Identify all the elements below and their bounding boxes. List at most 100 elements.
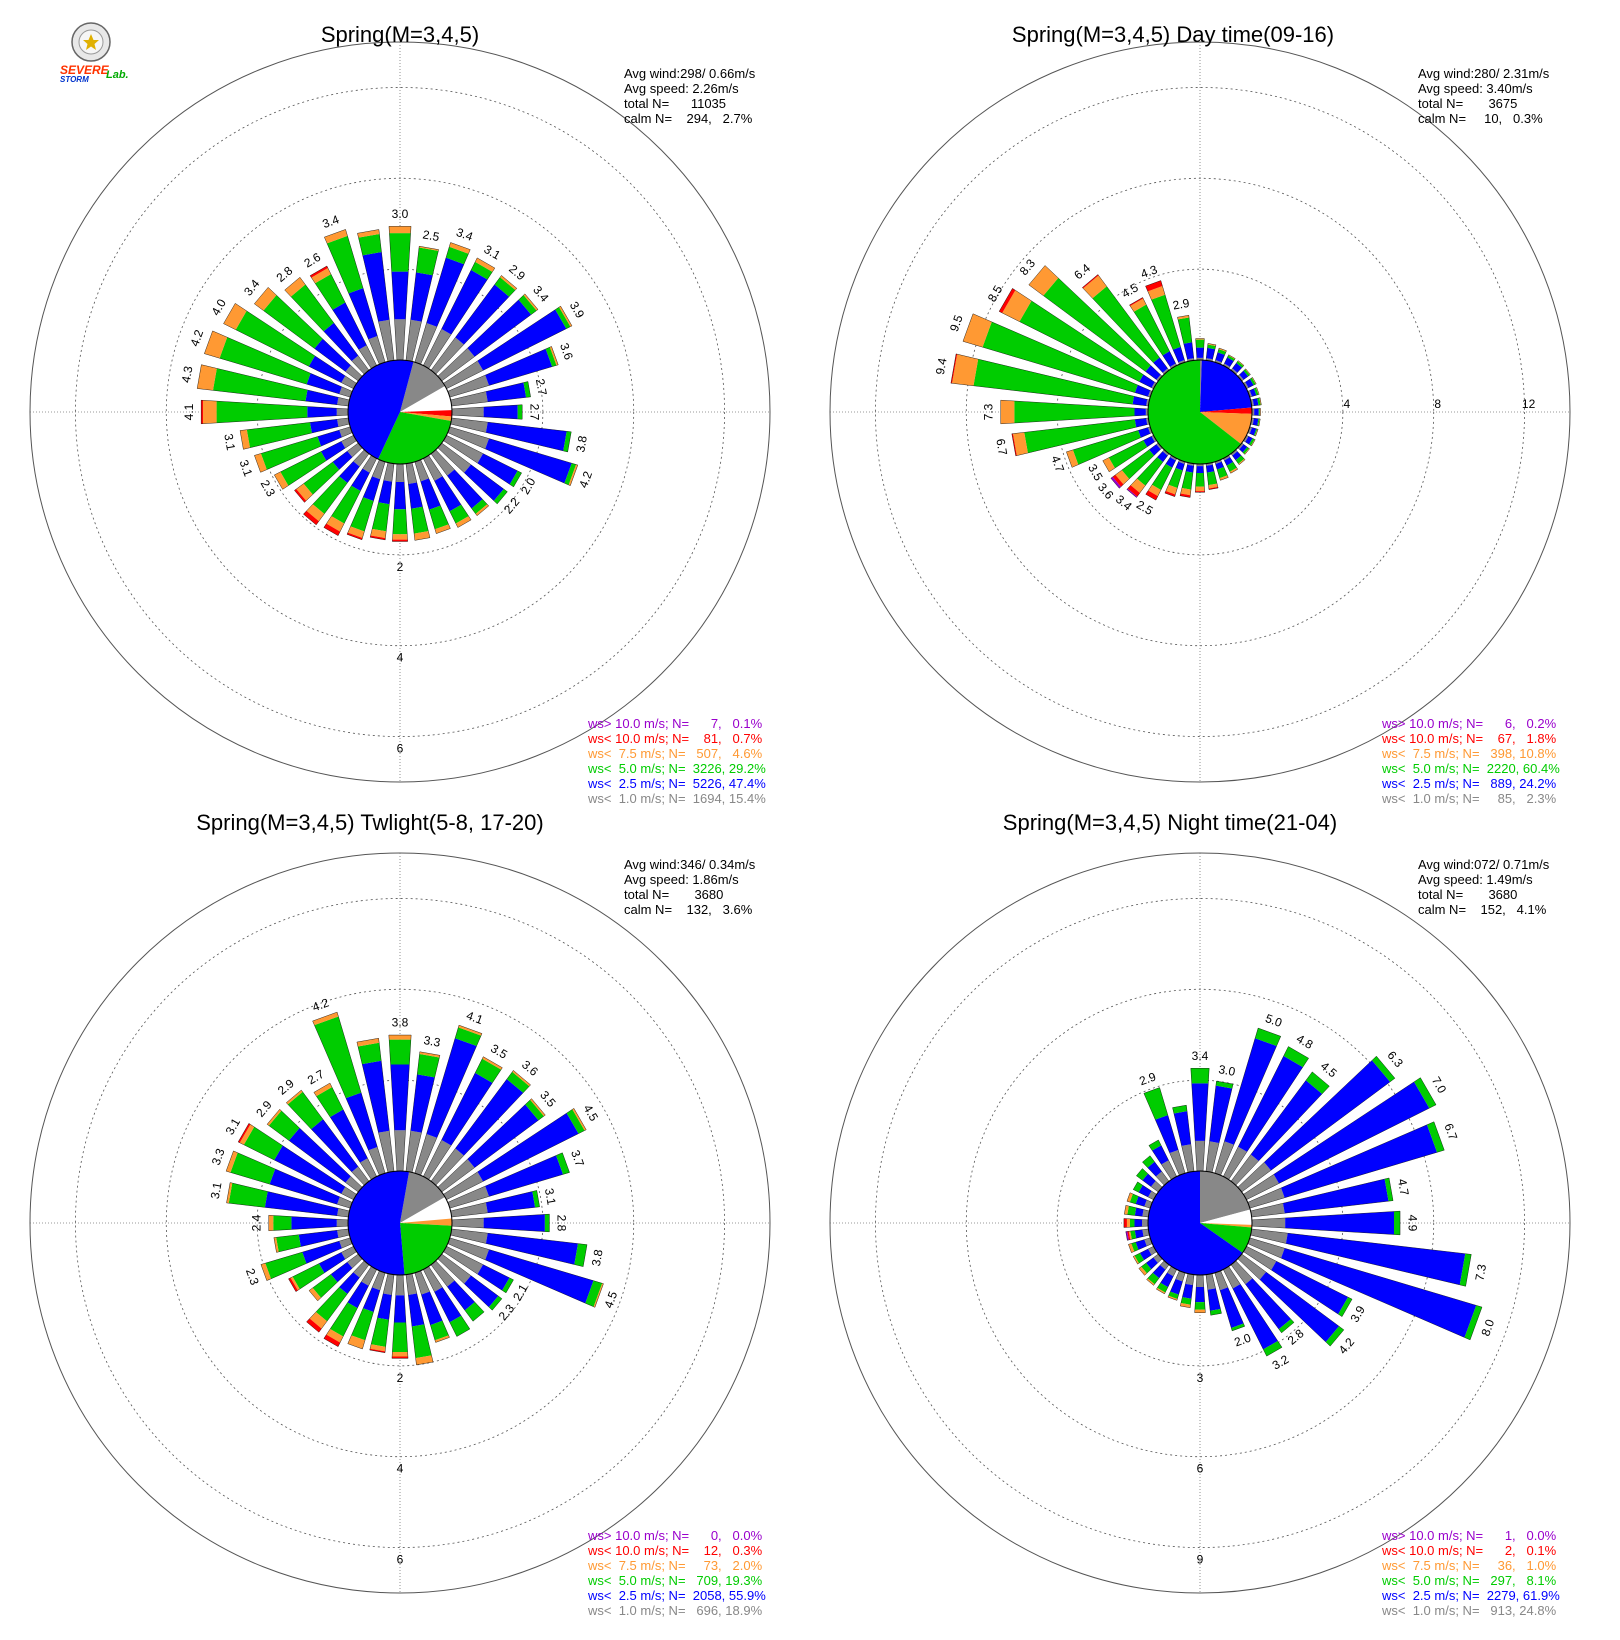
rose-bar-segment	[485, 422, 567, 451]
rose-bar-segment	[1115, 470, 1130, 485]
rose-bar-segment	[1245, 436, 1253, 445]
rose-bar-segment	[455, 284, 510, 345]
calm-circle	[347, 359, 453, 465]
rose-bar-segment	[467, 1104, 539, 1168]
rose-bar-segment	[1237, 360, 1245, 366]
rose-bar-segment	[341, 1246, 357, 1260]
rose-bar-segment	[1207, 344, 1216, 350]
rose-bar-segment	[312, 476, 348, 514]
rose-bar-segment	[449, 504, 469, 524]
rose-bar-segment	[475, 1058, 502, 1083]
rose-bar-segment	[395, 463, 405, 483]
rose-bar-segment	[1066, 449, 1079, 468]
rose-bar-segment	[378, 480, 392, 505]
rose-bar-segment	[1255, 1028, 1281, 1047]
rose-bar-segment	[1205, 1273, 1216, 1290]
rose-bar-segment	[392, 534, 408, 540]
rose-bar-segment	[421, 1291, 443, 1326]
rose-bar-segment	[593, 1283, 604, 1308]
rose-bar-segment	[1155, 1171, 1169, 1186]
legend-entry: ws< 7.5 m/s; N= 36, 1.0%	[1381, 1558, 1557, 1573]
rose-bar-segment	[1165, 484, 1178, 495]
rose-bar-segment	[1195, 1287, 1205, 1303]
rose-bar-segment	[357, 1042, 382, 1065]
rose-bar-segment	[372, 459, 386, 480]
rose-bar-segment	[1000, 400, 1015, 424]
rose-bar-segment	[362, 1060, 390, 1133]
rose-bar-segment	[1130, 1230, 1137, 1240]
panel-stat-line: calm N= 294, 2.7%	[624, 111, 753, 126]
bar-value-label: 3.1	[221, 433, 238, 452]
bar-value-label: 8.5	[985, 283, 1006, 305]
rose-bar-segment	[437, 443, 471, 473]
rose-bar-segment	[363, 1287, 380, 1313]
rose-bar-segment	[303, 510, 319, 525]
rose-bar-segment	[1160, 1272, 1174, 1288]
rose-bar-segment	[372, 1270, 386, 1291]
rose-bar-segment	[464, 464, 504, 501]
rose-bar-segment	[431, 337, 464, 375]
rose-bar-segment	[323, 1334, 341, 1347]
legend-entry: ws< 5.0 m/s; N= 709, 19.3%	[587, 1573, 763, 1588]
rose-bar-segment	[347, 526, 365, 539]
rose-bar-segment	[1214, 1141, 1234, 1176]
bar-value-label: 2.9	[1172, 296, 1191, 313]
ring-label: 3	[1197, 1371, 1204, 1385]
rose-bar-segment	[370, 528, 387, 539]
rose-bar-segment	[1195, 486, 1205, 492]
rose-bar-segment	[264, 1191, 339, 1216]
bar-value-label: 4.5	[581, 1102, 602, 1124]
rose-bar-segment	[423, 328, 452, 369]
rose-bar-segment	[1384, 1177, 1394, 1202]
calm-pie-slice	[1200, 360, 1252, 412]
ring-label: 2	[397, 560, 404, 574]
rose-bar-segment	[353, 1260, 369, 1278]
rose-bar-segment	[1134, 418, 1148, 428]
rose-bar-segment	[314, 338, 351, 372]
rose-bar-segment	[574, 1243, 588, 1267]
rose-bar-segment	[414, 1133, 437, 1176]
calm-pie-slice	[400, 1171, 446, 1223]
rose-bar-segment	[1134, 1253, 1144, 1264]
rose-bar-segment	[341, 1186, 357, 1200]
rose-bar-segment	[290, 284, 334, 332]
rose-bar-segment	[1167, 1295, 1178, 1301]
rose-bar-segment	[345, 365, 363, 381]
rose-bar-segment	[307, 406, 337, 418]
rose-bar-segment	[1250, 1080, 1323, 1162]
rose-bar-segment	[1083, 275, 1107, 299]
rose-bar-segment	[1218, 348, 1227, 352]
rose-bar-segment	[1092, 286, 1160, 363]
bar-value-label: 4.5	[1318, 1059, 1340, 1081]
bar-value-label: 3.4	[1192, 1049, 1209, 1063]
rose-bar-segment	[1250, 377, 1256, 386]
rose-bar-segment	[450, 1228, 488, 1244]
rose-bar-segment	[446, 246, 469, 265]
rose-bar-segment	[326, 1328, 344, 1343]
severe-storm-lab-logo: SEVERE STORM Lab.	[60, 22, 129, 84]
rose-bar-segment	[1263, 1340, 1282, 1357]
rose-bar-segment	[1168, 1291, 1179, 1299]
bar-value-label: 7.0	[1429, 1074, 1450, 1096]
rose-bar-segment	[263, 295, 323, 349]
rose-bar-segment	[1151, 382, 1157, 389]
bar-value-label: 3.6	[557, 341, 576, 362]
rose-bar-segment	[523, 381, 531, 398]
panel-title: Spring(M=3,4,5) Day time(09-16)	[1012, 22, 1334, 47]
speed-ring	[75, 87, 725, 737]
rose-bar-segment	[426, 1038, 477, 1138]
rose-bar-segment	[394, 1130, 406, 1172]
rose-bar-segment	[1127, 485, 1140, 497]
rose-bar-segment	[226, 1150, 238, 1173]
rose-bar-segment	[1252, 418, 1259, 426]
bar-value-label: 4.2	[187, 328, 206, 349]
panel-stat-line: total N= 11035	[624, 96, 726, 111]
rose-bar-segment	[1185, 464, 1194, 473]
rose-bar-segment	[268, 1110, 300, 1141]
rose-bar-segment	[423, 1266, 443, 1292]
rose-bar-segment	[1170, 455, 1177, 461]
rose-bar-segment	[312, 1274, 338, 1298]
bar-value-label: 4.1	[464, 1008, 485, 1027]
rose-bar-segment	[1414, 1077, 1437, 1109]
rose-bar-segment	[339, 461, 360, 483]
